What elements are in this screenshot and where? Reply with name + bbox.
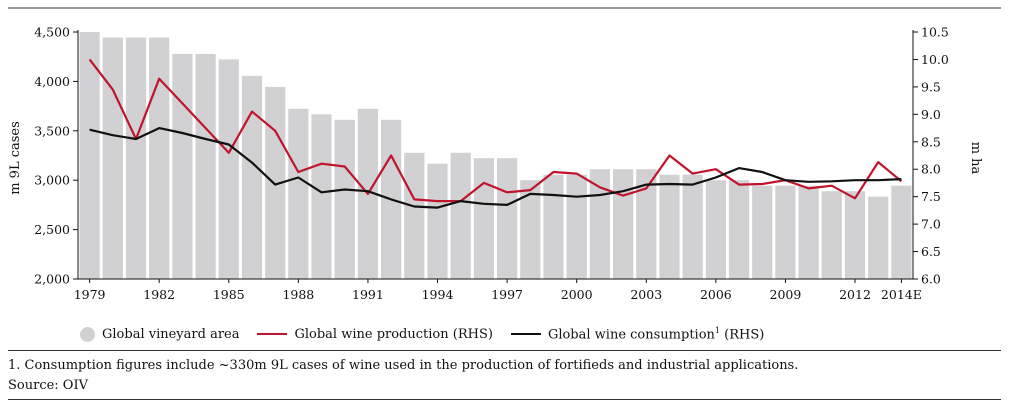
right-axis-tick-label: 7.0 <box>921 217 941 232</box>
vineyard-area-bar <box>195 54 216 279</box>
x-axis-tick-label: 1985 <box>213 287 245 302</box>
vineyard-area-bar <box>728 180 750 279</box>
vineyard-area-bar <box>844 191 866 279</box>
left-axis-tick-label: 4,500 <box>34 25 70 40</box>
x-axis-tick-label: 1979 <box>74 287 106 302</box>
vineyard-area-bar <box>636 169 657 279</box>
right-axis-tick-label: 8.5 <box>921 134 941 149</box>
legend-swatch-area <box>80 326 95 342</box>
vineyard-area-bar <box>334 119 355 279</box>
legend-label-area: Global vineyard area <box>102 326 240 342</box>
vineyard-area-bar <box>125 37 147 279</box>
vineyard-area-bar <box>520 180 541 279</box>
left-axis-label: m 9L cases <box>8 121 23 195</box>
legend-swatch-production <box>257 333 288 335</box>
vineyard-area-bar <box>172 54 193 279</box>
vineyard-area-bar <box>613 169 634 279</box>
source-note: Source: OIV <box>8 378 88 393</box>
left-axis-tick-label: 2,500 <box>34 222 70 237</box>
legend-label-consumption: Global wine consumption1 (RHS) <box>548 326 764 342</box>
chart-canvas: 2,000 2,500 3,000 3,500 4,000 4,500 6.0 6.5 7.0 7… <box>8 7 1001 303</box>
production-line <box>88 58 903 203</box>
vineyard-area-bar <box>149 37 170 279</box>
right-axis-tick-label: 9.5 <box>921 79 941 94</box>
series-lines <box>88 58 903 209</box>
vineyard-area-bar <box>659 174 680 279</box>
vineyard-area-bar <box>497 158 518 279</box>
x-axis-tick-label: 2006 <box>700 287 732 302</box>
vineyard-area-bar <box>241 75 263 280</box>
legend-item-consumption: Global wine consumption1 (RHS) <box>510 326 764 342</box>
vineyard-area-bar <box>288 108 309 279</box>
vineyard-area-bar <box>311 114 332 279</box>
legend-label-production: Global wine production (RHS) <box>294 326 493 342</box>
x-axis-tick-label: 1997 <box>491 287 523 302</box>
right-axis-label: m ha <box>968 142 983 175</box>
vineyard-area-bar <box>798 185 819 279</box>
vineyard-area-bar <box>775 185 796 279</box>
vineyard-area-bar <box>473 158 494 279</box>
right-axis-tick-label: 10.5 <box>921 25 949 40</box>
vineyard-area-bar <box>102 37 123 279</box>
vineyard-area-bar <box>752 185 773 279</box>
vineyard-area-bar <box>450 152 471 279</box>
right-axis-tick-label: 6.0 <box>921 272 941 287</box>
legend: Global vineyard area Global wine product… <box>80 322 782 346</box>
vineyard-area-bar <box>427 163 448 279</box>
consumption-line <box>89 127 902 209</box>
x-axis-tick-label: 2009 <box>770 287 802 302</box>
x-axis-tick-label: 2014E <box>881 287 922 302</box>
legend-consumption-footnote-mark: 1 <box>714 325 720 335</box>
vineyard-area-bar <box>891 185 912 279</box>
legend-consumption-suffix: (RHS) <box>720 327 765 343</box>
x-axis-tick-label: 2003 <box>630 287 662 302</box>
legend-item-area: Global vineyard area <box>80 326 240 342</box>
vineyard-area-bar <box>682 174 703 279</box>
right-axis-tick-label: 10.0 <box>921 52 949 67</box>
legend-swatch-consumption <box>510 332 541 335</box>
vineyard-area-bar <box>79 32 100 279</box>
right-axis-tick-label: 6.5 <box>921 244 941 259</box>
x-axis-tick-label: 2012 <box>839 287 871 302</box>
x-axis-tick-label: 1991 <box>352 287 384 302</box>
legend-item-production: Global wine production (RHS) <box>257 326 493 342</box>
right-axis-tick-label: 8.0 <box>921 162 941 177</box>
left-axis-tick-label: 3,000 <box>34 173 70 188</box>
legend-consumption-text: Global wine consumption <box>547 327 715 343</box>
vineyard-area-bar <box>821 191 842 279</box>
axes: 2,000 2,500 3,000 3,500 4,000 4,500 6.0 6.5 7.0 7… <box>34 25 949 303</box>
left-axis-tick-label: 3,500 <box>34 123 70 138</box>
vineyard-area-bar <box>404 152 425 279</box>
x-axis-tick-label: 1994 <box>422 287 454 302</box>
right-axis-tick-label: 7.5 <box>921 189 941 204</box>
vineyard-area-bar <box>566 174 587 279</box>
vineyard-area-bar <box>705 180 726 279</box>
x-axis-tick-label: 1988 <box>282 287 314 302</box>
bottom-rule <box>8 399 1001 400</box>
vineyard-area-bars <box>79 32 912 280</box>
vineyard-area-bar <box>218 59 239 280</box>
left-axis-tick-label: 2,000 <box>34 272 70 287</box>
vineyard-area-bar <box>589 169 610 279</box>
vineyard-area-bar <box>868 196 889 279</box>
footnote: 1. Consumption figures include ~330m 9L … <box>8 358 799 373</box>
vineyard-area-bar <box>543 174 564 279</box>
vineyard-area-bar <box>265 86 286 280</box>
left-axis-tick-label: 4,000 <box>34 74 70 89</box>
x-axis-tick-label: 1982 <box>143 287 175 302</box>
legend-divider <box>8 350 1001 351</box>
x-axis-tick-label: 2000 <box>561 287 593 302</box>
right-axis-tick-label: 9.0 <box>921 107 941 122</box>
